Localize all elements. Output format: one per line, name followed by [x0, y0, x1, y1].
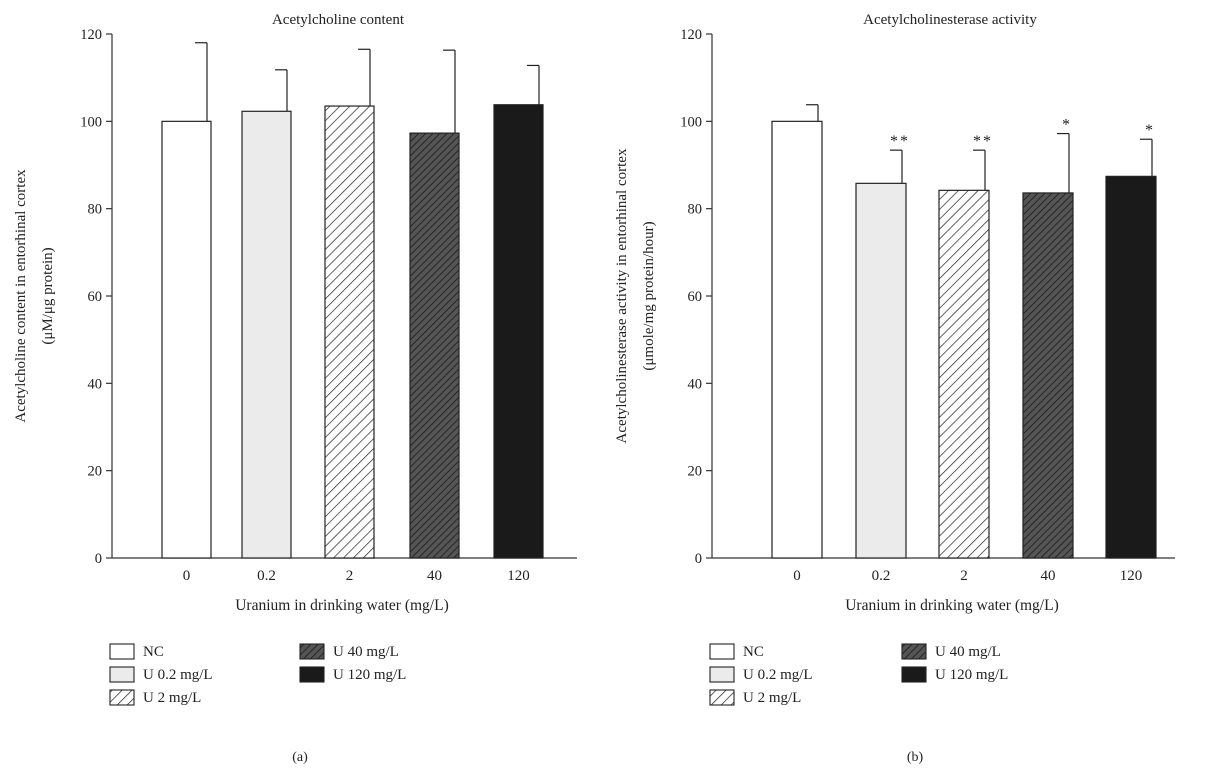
- legend-label: U 2 mg/L: [743, 690, 801, 706]
- bar-u120: [1105, 175, 1157, 559]
- y-tick-label: 60: [688, 289, 703, 305]
- x-tick-label: 40: [1041, 568, 1056, 584]
- x-tick-label: 120: [507, 568, 530, 584]
- x-tick-label: 0.2: [872, 568, 891, 584]
- legend-swatch-u02: [709, 666, 735, 683]
- legend-label: U 0.2 mg/L: [143, 667, 213, 683]
- bar-u120: [493, 104, 544, 559]
- y-tick-label: 80: [688, 202, 703, 218]
- legend-label: U 120 mg/L: [333, 667, 406, 683]
- y-tick-label: 40: [88, 376, 103, 392]
- bar-u2: [938, 189, 990, 559]
- y-tick-label: 40: [688, 376, 703, 392]
- x-tick-label: 0.2: [257, 568, 276, 584]
- y-tick-label: 100: [80, 114, 102, 130]
- y-tick-label: 20: [88, 464, 103, 480]
- y-tick-label: 60: [88, 289, 103, 305]
- y-tick-label: 120: [680, 27, 702, 43]
- chart-title: Acetylcholinesterase activity: [863, 12, 1037, 28]
- bar-u2: [324, 105, 375, 559]
- panel-a: Acetylcholine content Acetylcholine cont…: [13, 12, 577, 765]
- x-tick-label: 40: [427, 568, 442, 584]
- legend-label: NC: [743, 644, 764, 660]
- legend-swatch-nc: [709, 643, 735, 660]
- y-axis-label-line1: Acetylcholinesterase activity in entorhi…: [614, 148, 630, 443]
- significance-marker: *: [1062, 117, 1072, 134]
- bar-u40: [1022, 192, 1074, 559]
- bar-nc: [161, 120, 212, 559]
- y-axis-label-line1: Acetylcholine content in entorhinal cort…: [13, 169, 29, 423]
- panel-label: (a): [292, 750, 308, 765]
- legend-swatch-nc: [109, 643, 135, 660]
- bar-nc: [771, 120, 823, 559]
- y-tick-label: 20: [688, 464, 703, 480]
- legend-swatch-u40: [299, 643, 325, 660]
- x-axis-label: Uranium in drinking water (mg/L): [235, 597, 449, 614]
- bars: 0 0.2 2 40 120: [161, 42, 544, 584]
- y-axis-label-line2: (μmole/mg protein/hour): [641, 221, 657, 370]
- x-tick-label: 0: [793, 568, 801, 584]
- legend: NC U 0.2 mg/L U 2 mg/L U 40 mg/L U 120 mg/L: [109, 643, 406, 706]
- significance-marker: **: [973, 133, 993, 150]
- legend-label: U 120 mg/L: [935, 667, 1008, 683]
- legend-swatch-u02: [109, 666, 135, 683]
- legend-swatch-u40: [901, 643, 927, 660]
- y-tick-label: 0: [695, 551, 702, 567]
- bars: 0 0.2 ** 2 ** 40 * 120 *: [771, 104, 1157, 584]
- x-tick-label: 120: [1120, 568, 1143, 584]
- y-axis-label-line2: (μM/μg protein): [40, 247, 56, 344]
- legend-label: U 40 mg/L: [333, 644, 399, 660]
- axes: 0 20 40 60 80 100 120: [680, 27, 1175, 567]
- chart-title: Acetylcholine content: [272, 12, 405, 28]
- bar-u02: [855, 182, 907, 559]
- significance-marker: *: [1145, 122, 1155, 139]
- legend-label: NC: [143, 644, 164, 660]
- legend-swatch-u120: [901, 666, 927, 683]
- legend-swatch-u120: [299, 666, 325, 683]
- bar-u40: [409, 132, 460, 559]
- legend-label: U 2 mg/L: [143, 690, 201, 706]
- y-tick-label: 100: [680, 114, 702, 130]
- legend-swatch-u2: [709, 689, 735, 706]
- panel-label: (b): [907, 750, 924, 765]
- x-tick-label: 2: [960, 568, 968, 584]
- y-tick-label: 80: [88, 202, 103, 218]
- x-tick-label: 2: [346, 568, 354, 584]
- legend-label: U 40 mg/L: [935, 644, 1001, 660]
- x-tick-label: 0: [183, 568, 191, 584]
- y-tick-label: 0: [95, 551, 102, 567]
- y-tick-label: 120: [80, 27, 102, 43]
- legend-label: U 0.2 mg/L: [743, 667, 813, 683]
- bar-u02: [241, 110, 292, 559]
- legend-swatch-u2: [109, 689, 135, 706]
- x-axis-label: Uranium in drinking water (mg/L): [845, 597, 1059, 614]
- panel-b: Acetylcholinesterase activity Acetylchol…: [614, 12, 1175, 765]
- legend: NC U 0.2 mg/L U 2 mg/L U 40 mg/L U 120 mg/L: [709, 643, 1008, 706]
- significance-marker: **: [890, 133, 910, 150]
